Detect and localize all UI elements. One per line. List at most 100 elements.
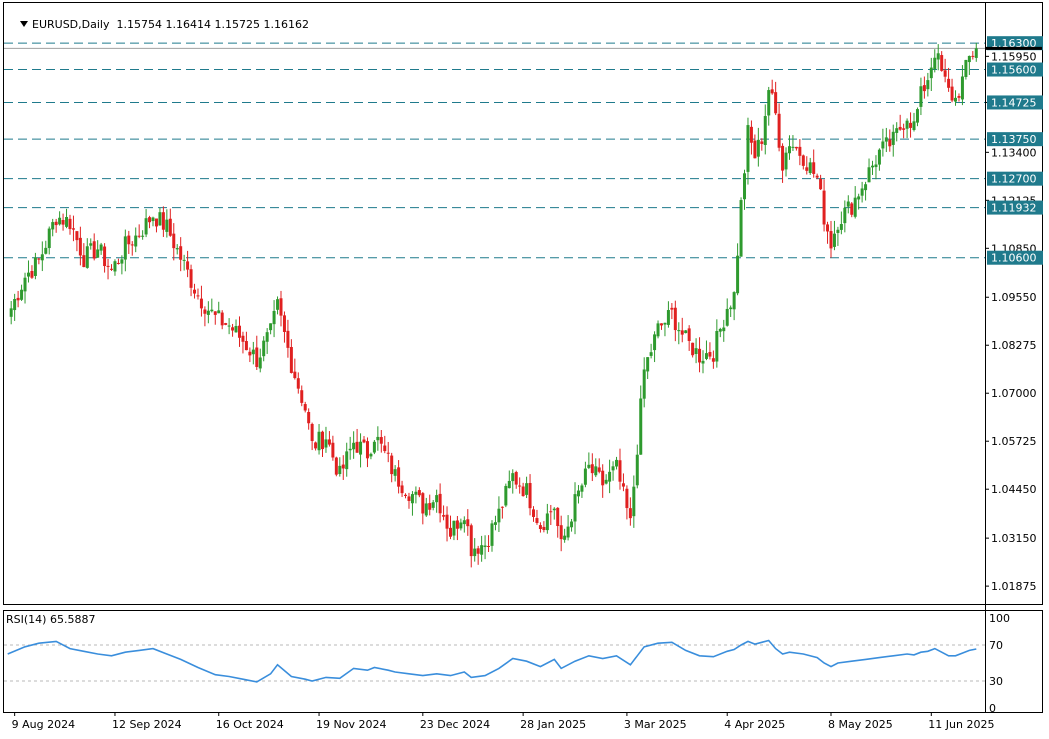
candle-up	[646, 357, 650, 372]
candle-down	[248, 351, 252, 356]
candle-up	[414, 491, 418, 495]
candle-up	[704, 353, 708, 359]
close-value: 1.16162	[263, 18, 309, 31]
candle-down	[92, 241, 96, 259]
candle-down	[303, 404, 307, 411]
candle-up	[563, 535, 567, 540]
candle-up	[369, 453, 373, 457]
candle-up	[376, 436, 380, 441]
candle-up	[756, 139, 760, 157]
candle-down	[708, 352, 712, 357]
current-price-marker	[986, 46, 1042, 50]
candle-up	[594, 466, 598, 476]
candle-down	[950, 86, 954, 101]
candle-down	[130, 244, 134, 246]
y-tick-label: 1.03150	[991, 532, 1037, 545]
candle-down	[445, 514, 449, 529]
candle-down	[469, 525, 473, 557]
candle-down	[54, 221, 58, 226]
candle-up	[884, 137, 888, 142]
candle-up	[867, 167, 871, 183]
rsi-tick-label: 100	[989, 612, 1010, 625]
candle-down	[203, 309, 207, 314]
candle-up	[964, 59, 968, 77]
candle-up	[684, 330, 688, 334]
candle-up	[611, 466, 615, 471]
candle-up	[435, 495, 439, 503]
level-price-label: 1.12700	[991, 173, 1037, 186]
candle-down	[476, 548, 480, 554]
candle-up	[919, 86, 923, 107]
candle-down	[397, 467, 401, 487]
rsi-tick-label: 0	[989, 702, 996, 715]
candle-down	[106, 265, 110, 267]
candle-up	[473, 548, 477, 557]
high-value: 1.16414	[165, 18, 211, 31]
candle-up	[182, 259, 186, 261]
candle-down	[82, 255, 86, 268]
candle-down	[279, 298, 283, 316]
candle-up	[846, 201, 850, 207]
candle-up	[44, 247, 48, 254]
candle-up	[338, 465, 342, 475]
candle-down	[909, 122, 913, 128]
candle-up	[552, 508, 556, 511]
candle-down	[103, 246, 107, 267]
candle-down	[826, 224, 830, 232]
candle-down	[68, 218, 72, 230]
candle-up	[912, 121, 916, 131]
candle-down	[549, 511, 553, 513]
candle-down	[711, 358, 715, 362]
candle-down	[971, 55, 975, 57]
candle-down	[535, 518, 539, 523]
chart-header: EURUSD,Daily 1.15754 1.16414 1.15725 1.1…	[6, 5, 309, 44]
x-tick-label: 28 Jan 2025	[520, 718, 586, 731]
candle-down	[466, 519, 470, 527]
candle-up	[459, 522, 463, 529]
candle-up	[839, 224, 843, 230]
candle-down	[282, 315, 286, 332]
candle-down	[379, 437, 383, 444]
candle-up	[26, 272, 30, 277]
candle-up	[870, 165, 874, 168]
candle-up	[393, 469, 397, 476]
candle-up	[895, 128, 899, 133]
candle-down	[760, 141, 764, 144]
candle-down	[199, 298, 203, 309]
candle-down	[213, 311, 217, 315]
candle-up	[926, 80, 930, 90]
candle-up	[836, 229, 840, 233]
rsi-panel-frame	[3, 610, 1043, 713]
candle-down	[601, 470, 605, 486]
candle-up	[787, 146, 791, 154]
candle-up	[452, 520, 456, 536]
candle-up	[653, 334, 657, 351]
candle-down	[289, 347, 293, 373]
candle-up	[251, 349, 255, 355]
candle-up	[974, 48, 978, 58]
y-tick-label: 1.15950	[991, 50, 1037, 63]
candle-down	[16, 297, 20, 301]
candle-up	[763, 116, 767, 146]
candle-up	[566, 526, 570, 538]
candle-up	[217, 310, 221, 314]
candle-up	[158, 212, 162, 226]
candle-up	[272, 310, 276, 325]
candle-down	[161, 212, 165, 230]
candle-up	[877, 149, 881, 165]
candle-up	[718, 328, 722, 332]
candle-down	[75, 231, 79, 241]
x-tick-label: 9 Aug 2024	[12, 718, 75, 731]
candle-down	[244, 341, 248, 351]
candle-up	[864, 184, 868, 191]
candle-down	[943, 70, 947, 77]
candle-down	[670, 307, 674, 310]
candle-up	[525, 483, 529, 495]
candle-down	[590, 464, 594, 474]
candle-up	[120, 259, 124, 264]
candle-down	[241, 335, 245, 342]
candle-up	[905, 120, 909, 129]
dropdown-triangle-icon[interactable]	[20, 21, 28, 27]
